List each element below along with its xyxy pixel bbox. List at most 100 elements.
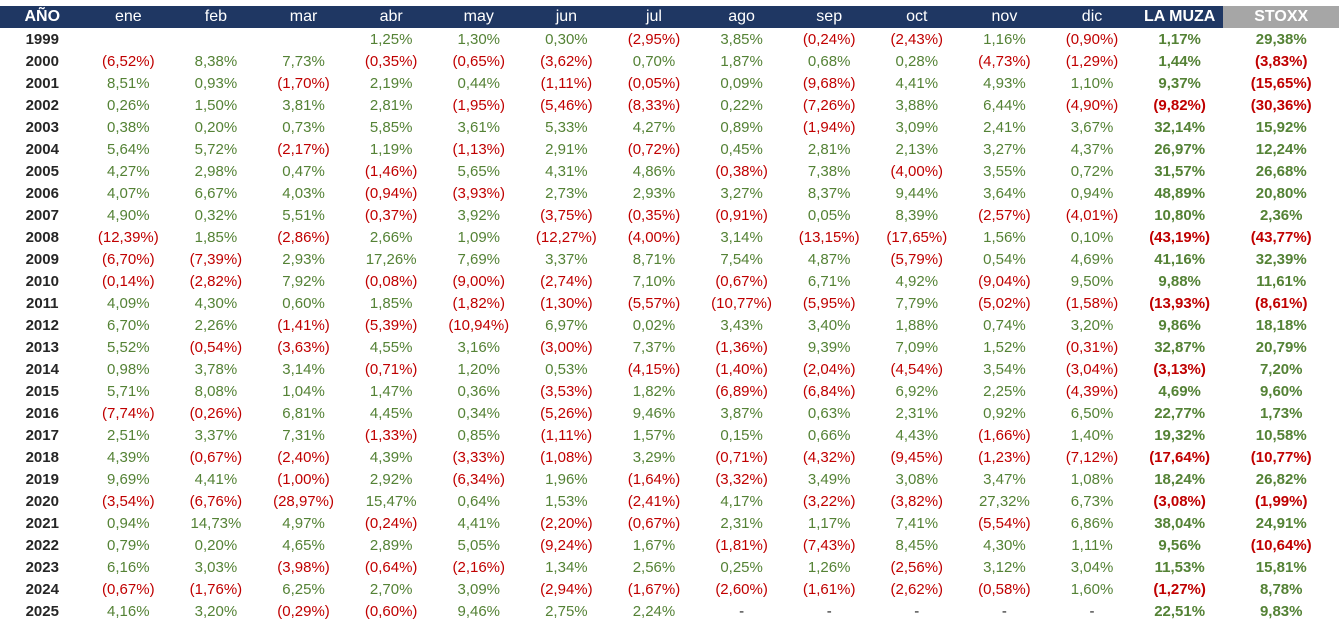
monthly-return-cell: (1,82%) — [452, 294, 506, 312]
monthly-return-cell: 0,66% — [807, 426, 851, 444]
monthly-return-cell: 1,56% — [983, 228, 1026, 246]
monthly-return-cell: 5,65% — [457, 162, 501, 180]
monthly-return-cell: 0,70% — [632, 52, 676, 70]
la-muza-annual-cell: 26,97% — [1154, 140, 1206, 158]
monthly-return-cell: 5,85% — [369, 118, 413, 136]
year-cell: 2007 — [25, 206, 59, 224]
monthly-return-cell: 5,72% — [194, 140, 238, 158]
year-cell: 2008 — [25, 228, 59, 246]
monthly-return-cell: 3,29% — [632, 448, 676, 466]
monthly-return-cell: (1,70%) — [277, 74, 330, 92]
monthly-return-cell: 2,75% — [545, 602, 588, 620]
monthly-return-cell: 4,41% — [895, 74, 939, 92]
monthly-return-cell: (1,08%) — [540, 448, 593, 466]
monthly-return-cell: 0,28% — [895, 52, 939, 70]
monthly-return-cell: (3,62%) — [540, 52, 593, 70]
la-muza-annual-cell: 22,77% — [1154, 404, 1206, 422]
monthly-return-cell: (2,20%) — [540, 514, 593, 532]
monthly-return-cell: 0,32% — [194, 206, 238, 224]
la-muza-annual-cell: (3,08%) — [1153, 492, 1206, 510]
year-cell: 2023 — [25, 558, 59, 576]
monthly-return-cell: 0,72% — [1070, 162, 1114, 180]
monthly-return-cell: 6,92% — [895, 382, 939, 400]
monthly-return-cell: (2,86%) — [277, 228, 330, 246]
monthly-return-cell: 7,37% — [632, 338, 676, 356]
header-sep: sep — [785, 6, 873, 28]
stoxx-annual-cell: 7,20% — [1259, 360, 1303, 378]
monthly-return-cell: 17,26% — [365, 250, 417, 268]
stoxx-annual-cell: 10,58% — [1255, 426, 1307, 444]
monthly-return-cell: (2,40%) — [277, 448, 330, 466]
monthly-return-cell: (6,34%) — [452, 470, 506, 488]
monthly-return-cell: (4,00%) — [890, 162, 944, 180]
monthly-return-cell: (7,12%) — [1065, 448, 1119, 466]
monthly-return-cell: (0,67%) — [102, 580, 155, 598]
monthly-return-cell: 4,31% — [545, 162, 588, 180]
year-cell: 1999 — [25, 30, 59, 48]
table-row: 2021 0,94% 14,73% 4,97% (0,24%) 4,41% (2,20%) (… — [0, 512, 1339, 534]
monthly-return-cell: 0,09% — [720, 74, 763, 92]
la-muza-annual-cell: (3,13%) — [1153, 360, 1206, 378]
table-row: 2002 0,26% 1,50% 3,81% 2,81% (1,95%) (5,46%) (8… — [0, 94, 1339, 116]
monthly-return-cell: 0,92% — [983, 404, 1026, 422]
table-row: 2004 5,64% 5,72% (2,17%) 1,19% (1,13%) 2,91% (0… — [0, 138, 1339, 160]
monthly-return-cell: 4,37% — [1070, 140, 1114, 158]
monthly-return-cell: (2,16%) — [452, 558, 506, 576]
monthly-return-cell: - — [1089, 602, 1095, 620]
la-muza-annual-cell: (1,27%) — [1153, 580, 1206, 598]
monthly-return-cell: (0,31%) — [1065, 338, 1119, 356]
monthly-return-cell: (7,26%) — [802, 96, 856, 114]
table-row: 2022 0,79% 0,20% 4,65% 2,89% 5,05% (9,24%) 1,67… — [0, 534, 1339, 556]
monthly-return-cell: 4,07% — [107, 184, 150, 202]
monthly-return-cell: 6,70% — [107, 316, 150, 334]
header-jun: jun — [522, 6, 611, 28]
la-muza-annual-cell: 10,80% — [1154, 206, 1206, 224]
monthly-return-cell: (0,37%) — [364, 206, 418, 224]
monthly-return-cell: 4,93% — [983, 74, 1026, 92]
monthly-return-cell: 5,71% — [107, 382, 150, 400]
monthly-return-cell: 0,53% — [545, 360, 588, 378]
monthly-return-cell: 3,87% — [720, 404, 763, 422]
monthly-return-cell: 0,47% — [282, 162, 325, 180]
monthly-return-cell: (6,52%) — [102, 52, 155, 70]
monthly-return-cell: 4,87% — [807, 250, 851, 268]
monthly-return-cell: 7,41% — [895, 514, 939, 532]
monthly-return-cell: (1,61%) — [802, 580, 856, 598]
monthly-return-cell: 4,90% — [107, 206, 150, 224]
monthly-return-cell: 7,79% — [895, 294, 939, 312]
monthly-return-cell: 1,53% — [545, 492, 588, 510]
la-muza-annual-cell: 22,51% — [1154, 602, 1206, 620]
year-cell: 2025 — [25, 602, 59, 620]
header-la-muza: LA MUZA — [1135, 6, 1224, 28]
monthly-return-cell: 0,73% — [282, 118, 325, 136]
monthly-return-cell: 4,69% — [1070, 250, 1114, 268]
monthly-return-cell: (3,22%) — [802, 492, 856, 510]
monthly-return-cell: (3,75%) — [540, 206, 593, 224]
monthly-return-cell: 1,16% — [983, 30, 1026, 48]
header-jul: jul — [610, 6, 698, 28]
monthly-return-cell: 4,65% — [282, 536, 325, 554]
table-row: 2017 2,51% 3,37% 7,31% (1,33%) 0,85% (1,11%) 1,… — [0, 424, 1339, 446]
stoxx-annual-cell: 15,81% — [1255, 558, 1307, 576]
monthly-return-cell: 1,26% — [807, 558, 851, 576]
la-muza-annual-cell: 9,56% — [1158, 536, 1201, 554]
monthly-return-cell: 6,44% — [983, 96, 1026, 114]
table-row: 2024 (0,67%) (1,76%) 6,25% 2,70% 3,09% (2,94%)… — [0, 578, 1339, 600]
monthly-return-cell: 1,50% — [194, 96, 238, 114]
monthly-return-cell: 1,57% — [632, 426, 676, 444]
monthly-return-cell: - — [914, 602, 920, 620]
monthly-return-cell: 0,45% — [720, 140, 763, 158]
monthly-return-cell: 2,93% — [632, 184, 676, 202]
table-row: 2011 4,09% 4,30% 0,60% 1,85% (1,82%) (1,30%) (5… — [0, 292, 1339, 314]
monthly-return-cell: 1,10% — [1070, 74, 1114, 92]
monthly-return-cell: (0,91%) — [715, 206, 768, 224]
year-cell: 2003 — [25, 118, 59, 136]
monthly-return-cell: (0,64%) — [364, 558, 418, 576]
monthly-return-cell: 2,81% — [807, 140, 851, 158]
monthly-return-cell: 4,45% — [369, 404, 413, 422]
year-cell: 2024 — [25, 580, 59, 598]
monthly-return-cell: 9,39% — [807, 338, 851, 356]
table-row: 2006 4,07% 6,67% 4,03% (0,94%) (3,93%) 2,73% 2,… — [0, 182, 1339, 204]
header-may: may — [434, 6, 523, 28]
table-row: 2001 8,51% 0,93% (1,70%) 2,19% 0,44% (1,11%) (0… — [0, 72, 1339, 94]
